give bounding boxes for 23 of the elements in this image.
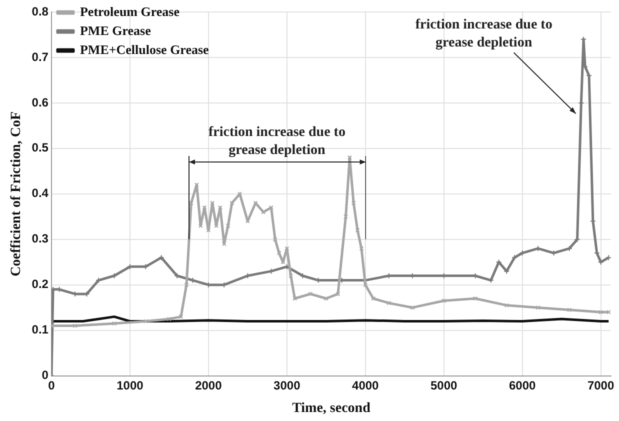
y-tick-label: 0.7 <box>32 50 49 64</box>
y-tick-label: 0.3 <box>32 232 49 246</box>
y-tick-label: 0.6 <box>32 95 49 110</box>
y-tick-label: 0.4 <box>32 186 49 200</box>
y-tick-label: 0.5 <box>32 140 49 155</box>
x-tick-label: 5000 <box>430 378 458 392</box>
y-tick-label: 0 <box>42 368 49 382</box>
x-tick-label: 2000 <box>195 378 222 392</box>
y-axis-title: Coefficient of Friction, CoF <box>9 111 24 276</box>
x-tick-label: 7000 <box>587 378 614 392</box>
x-axis-title: Time, second <box>292 401 371 416</box>
x-tick-label: 3000 <box>274 378 301 392</box>
legend-label: PME Grease <box>80 22 152 38</box>
annotation: friction increase due to grease depletion <box>208 125 346 158</box>
legend-label: Petroleum Grease <box>80 4 180 19</box>
y-tick-label: 0.1 <box>32 322 49 337</box>
y-tick-label: 0.2 <box>32 277 49 292</box>
annotation: friction increase due to grease depletion <box>415 18 552 51</box>
x-tick-label: 1000 <box>116 378 144 392</box>
x-tick-label: 6000 <box>508 378 536 392</box>
y-tick-label: 0.8 <box>32 4 49 18</box>
x-tick-label: 4000 <box>352 378 380 392</box>
legend-label: PME+Cellulose Grease <box>80 42 210 57</box>
